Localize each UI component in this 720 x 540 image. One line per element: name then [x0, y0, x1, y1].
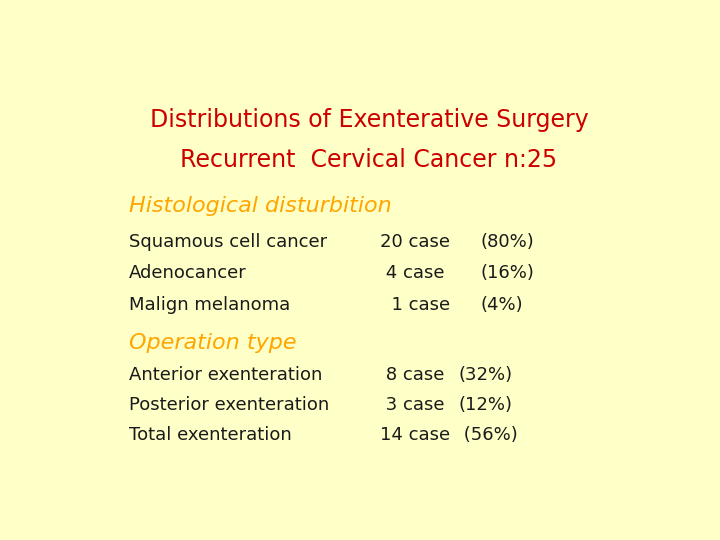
Text: (56%): (56%)	[459, 426, 518, 444]
Text: Total exenteration: Total exenteration	[129, 426, 292, 444]
Text: 3 case: 3 case	[380, 396, 445, 414]
Text: Recurrent  Cervical Cancer n:25: Recurrent Cervical Cancer n:25	[181, 148, 557, 172]
Text: Squamous cell cancer: Squamous cell cancer	[129, 233, 327, 251]
Text: Malign melanoma: Malign melanoma	[129, 295, 290, 314]
Text: Operation type: Operation type	[129, 333, 297, 353]
Text: Histological disturbition: Histological disturbition	[129, 196, 392, 216]
Text: (4%): (4%)	[481, 295, 523, 314]
Text: (80%): (80%)	[481, 233, 534, 251]
Text: Adenocancer: Adenocancer	[129, 265, 247, 282]
Text: (32%): (32%)	[459, 366, 513, 384]
Text: 20 case: 20 case	[380, 233, 450, 251]
Text: Anterior exenteration: Anterior exenteration	[129, 366, 323, 384]
Text: 1 case: 1 case	[380, 295, 450, 314]
Text: 14 case: 14 case	[380, 426, 450, 444]
Text: (16%): (16%)	[481, 265, 534, 282]
Text: Posterior exenteration: Posterior exenteration	[129, 396, 329, 414]
Text: 8 case: 8 case	[380, 366, 444, 384]
Text: Distributions of Exenterative Surgery: Distributions of Exenterative Surgery	[150, 109, 588, 132]
Text: (12%): (12%)	[459, 396, 513, 414]
Text: 4 case: 4 case	[380, 265, 445, 282]
